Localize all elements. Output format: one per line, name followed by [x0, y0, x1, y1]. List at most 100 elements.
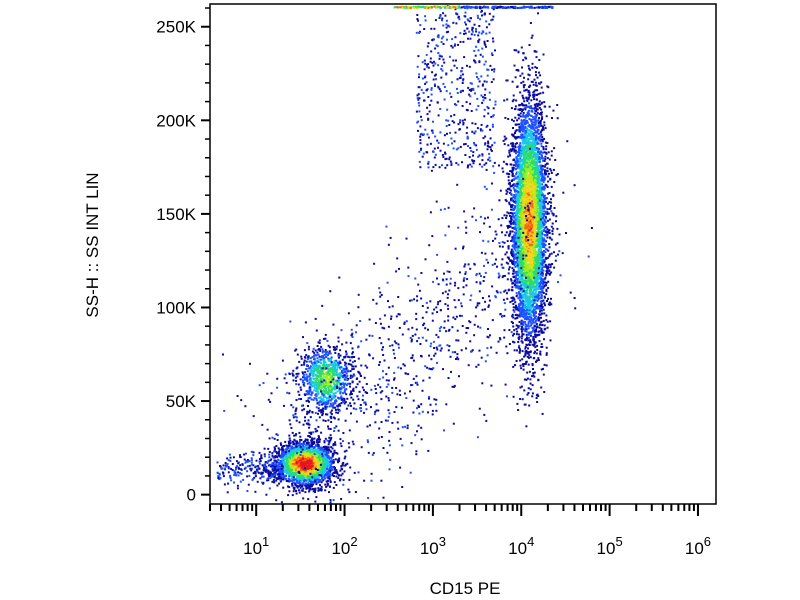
data-point	[306, 477, 309, 480]
data-point	[322, 458, 325, 461]
data-point	[321, 469, 324, 472]
data-point	[312, 477, 315, 480]
data-point	[336, 373, 339, 376]
data-point	[283, 471, 286, 473]
data-point	[332, 376, 335, 379]
data-point	[330, 409, 333, 412]
data-point	[336, 366, 339, 369]
data-point	[337, 461, 339, 464]
data-point	[302, 452, 305, 455]
data-point	[323, 470, 326, 473]
data-point	[312, 472, 315, 475]
data-point	[320, 371, 323, 374]
data-point	[321, 477, 323, 480]
data-point	[340, 387, 343, 390]
data-point	[303, 473, 306, 476]
data-point	[326, 461, 329, 464]
data-point	[549, 339, 552, 342]
data-point	[345, 341, 348, 344]
data-point	[308, 479, 311, 482]
data-point	[312, 459, 315, 462]
data-point	[304, 378, 306, 381]
data-point	[315, 397, 318, 400]
data-point	[300, 364, 303, 367]
data-point	[319, 378, 322, 381]
data-point	[300, 468, 303, 471]
data-point	[282, 452, 285, 455]
data-point	[319, 461, 322, 463]
data-point	[329, 485, 331, 488]
data-point	[311, 454, 313, 456]
data-point	[295, 408, 297, 411]
data-point	[332, 396, 335, 399]
data-point	[352, 387, 355, 390]
data-point	[292, 374, 294, 377]
data-point	[316, 357, 319, 360]
data-point	[311, 479, 314, 482]
data-point	[321, 468, 324, 471]
data-point	[318, 468, 320, 471]
data-point	[306, 412, 309, 415]
data-point	[305, 441, 308, 444]
data-point	[293, 468, 296, 471]
data-point	[331, 405, 334, 408]
data-point	[329, 399, 332, 402]
data-point	[334, 408, 337, 411]
data-point	[537, 357, 540, 360]
data-point	[325, 399, 328, 402]
data-point	[306, 475, 308, 478]
data-point	[282, 476, 285, 479]
data-point	[307, 442, 310, 445]
data-point	[305, 459, 308, 462]
data-point	[309, 466, 312, 469]
data-point	[327, 470, 330, 473]
data-point	[310, 439, 313, 442]
data-point	[297, 453, 300, 456]
data-point	[315, 354, 318, 357]
data-point	[292, 466, 295, 469]
data-point	[305, 376, 308, 379]
data-point	[330, 462, 333, 465]
data-point	[355, 420, 358, 423]
data-point	[286, 461, 289, 464]
data-point	[326, 402, 329, 405]
data-point	[315, 449, 318, 451]
data-point	[303, 363, 306, 366]
data-point	[318, 342, 321, 344]
data-point	[337, 418, 340, 421]
data-point	[287, 470, 290, 473]
data-point	[291, 445, 293, 448]
data-point	[296, 442, 299, 445]
data-point	[287, 445, 290, 448]
data-point	[315, 475, 318, 478]
data-point	[276, 484, 279, 487]
data-point	[332, 346, 335, 348]
data-point	[277, 454, 280, 457]
data-point	[312, 447, 315, 449]
data-point	[314, 460, 317, 463]
data-point	[537, 12, 539, 15]
data-point	[321, 412, 324, 415]
data-point	[295, 464, 298, 467]
data-point	[338, 457, 341, 460]
data-point	[318, 400, 321, 403]
data-point	[298, 459, 301, 462]
data-point	[307, 473, 310, 476]
data-point	[295, 456, 298, 459]
data-point	[281, 452, 283, 455]
data-point	[324, 337, 327, 340]
data-point	[304, 371, 307, 374]
data-point	[301, 452, 304, 455]
data-point	[537, 330, 540, 333]
data-point	[302, 440, 305, 443]
data-point	[550, 252, 553, 255]
data-point	[296, 466, 299, 469]
data-point	[299, 435, 302, 438]
data-point	[333, 475, 335, 477]
data-point	[522, 333, 525, 336]
data-point	[287, 451, 290, 454]
data-point	[305, 487, 308, 490]
data-point	[325, 388, 328, 390]
data-point	[300, 388, 303, 391]
data-point	[289, 450, 292, 453]
